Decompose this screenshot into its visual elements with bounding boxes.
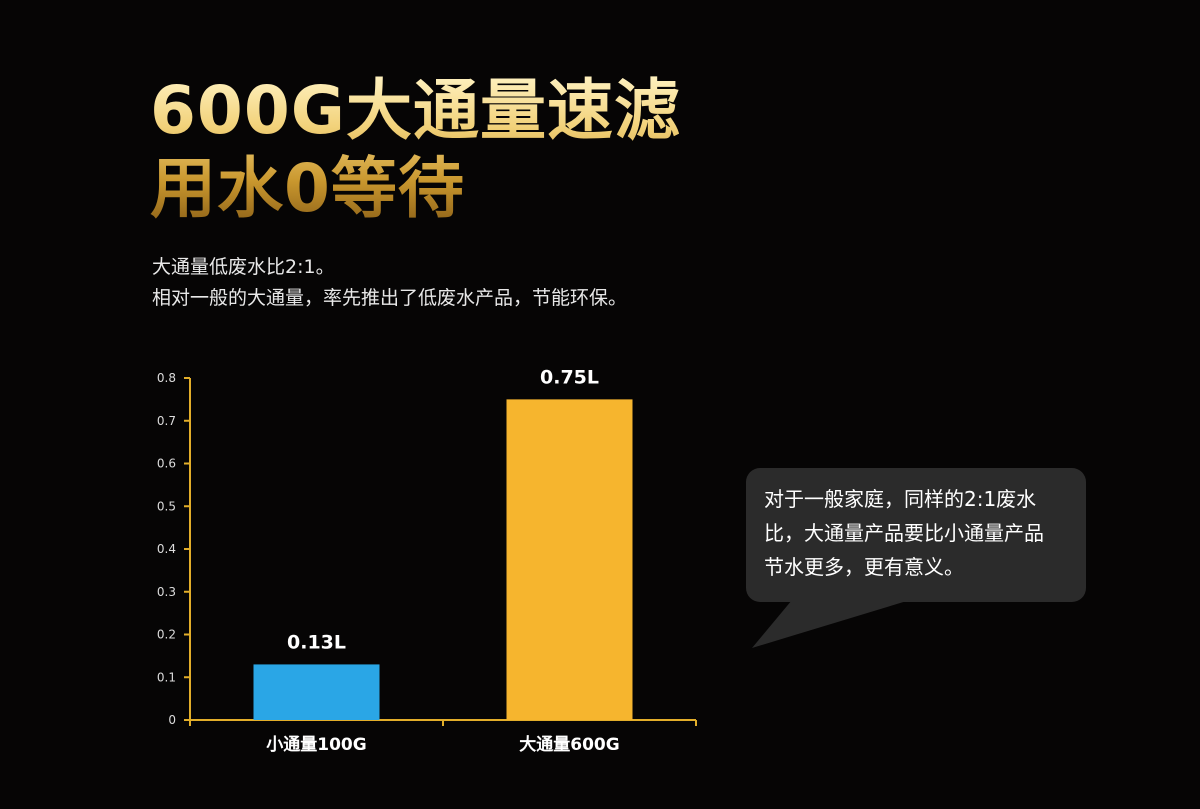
x-category-label: 大通量600G — [519, 734, 619, 755]
intro-line-1: 大通量低废水比2:1。 — [152, 256, 335, 278]
intro-text: 大通量低废水比2:1。 相对一般的大通量，率先推出了低废水产品，节能环保。 — [152, 252, 627, 314]
callout-line-1: 对于一般家庭，同样的2:1废水 — [764, 487, 1037, 511]
y-tick-label: 0 — [168, 713, 176, 727]
bar-1 — [253, 664, 380, 720]
callout-line-2: 比，大通量产品要比小通量产品 — [764, 521, 1044, 545]
y-tick-label: 0.3 — [157, 585, 176, 599]
bar-value-label: 0.13L — [287, 631, 346, 653]
y-tick-label: 0.8 — [157, 371, 176, 385]
bar-value-label: 0.75L — [540, 366, 599, 388]
y-tick-label: 0.2 — [157, 628, 176, 642]
callout-line-3: 节水更多，更有意义。 — [764, 555, 964, 579]
y-tick-label: 0.5 — [157, 499, 176, 513]
intro-line-2: 相对一般的大通量，率先推出了低废水产品，节能环保。 — [152, 287, 628, 309]
y-tick-label: 0.1 — [157, 670, 176, 684]
callout-bubble: 对于一般家庭，同样的2:1废水 比，大通量产品要比小通量产品 节水更多，更有意义… — [746, 468, 1086, 602]
y-tick-label: 0.7 — [157, 414, 176, 428]
y-tick-label: 0.6 — [157, 457, 176, 471]
y-tick-label: 0.4 — [157, 542, 176, 556]
x-category-label: 小通量100G — [266, 734, 366, 755]
bar-2 — [506, 399, 633, 720]
